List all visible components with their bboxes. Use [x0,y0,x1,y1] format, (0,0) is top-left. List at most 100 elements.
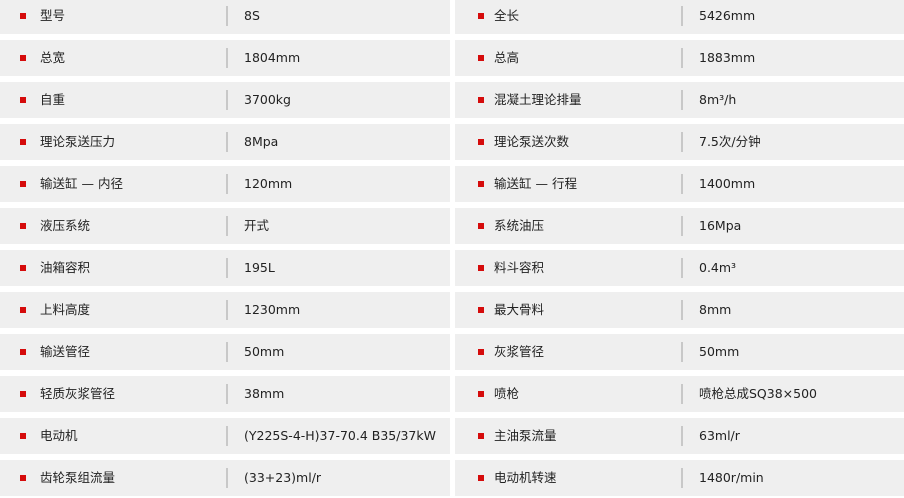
spec-label: 型号 [40,8,66,23]
table-row: 输送管径 50mm 灰浆管径 50mm [0,334,904,370]
square-bullet-icon [20,223,26,229]
spec-cell: 轻质灰浆管径 38mm [0,376,450,412]
spec-cell: 理论泵送压力 8Mpa [0,124,450,160]
divider [226,426,228,446]
square-bullet-icon [478,181,484,187]
divider [681,426,683,446]
spec-cell: 总高 1883mm [455,40,904,76]
spec-label: 输送缸 — 行程 [494,176,577,191]
spec-label: 油箱容积 [40,260,91,275]
square-bullet-icon [20,181,26,187]
spec-label: 电动机 [40,428,78,443]
spec-label: 输送缸 — 内径 [40,176,123,191]
spec-value: (33+23)ml/r [244,470,322,485]
spec-cell: 喷枪 喷枪总成SQ38×500 [455,376,904,412]
square-bullet-icon [20,433,26,439]
divider [681,384,683,404]
spec-label: 理论泵送压力 [40,134,116,149]
spec-cell: 混凝土理论排量 8m³/h [455,82,904,118]
square-bullet-icon [478,55,484,61]
spec-label: 灰浆管径 [494,344,545,359]
square-bullet-icon [478,433,484,439]
square-bullet-icon [20,307,26,313]
spec-cell: 油箱容积 195L [0,250,450,286]
divider [226,174,228,194]
square-bullet-icon [478,139,484,145]
square-bullet-icon [478,475,484,481]
spec-value: 1230mm [244,302,301,317]
spec-cell: 型号 8S [0,0,450,34]
spec-value: 50mm [699,344,740,359]
square-bullet-icon [20,265,26,271]
table-row: 液压系统 开式 系统油压 16Mpa [0,208,904,244]
table-row: 电动机 (Y225S-4-H)37-70.4 B35/37kW 主油泵流量 63ml/… [0,418,904,454]
square-bullet-icon [478,391,484,397]
spec-value: 5426mm [699,8,756,23]
square-bullet-icon [20,391,26,397]
square-bullet-icon [478,307,484,313]
divider [226,132,228,152]
spec-cell: 输送管径 50mm [0,334,450,370]
spec-value: 1400mm [699,176,756,191]
divider [226,468,228,488]
spec-value: 1804mm [244,50,301,65]
square-bullet-icon [478,265,484,271]
table-row: 输送缸 — 内径 120mm 输送缸 — 行程 1400mm [0,166,904,202]
spec-label: 液压系统 [40,218,91,233]
spec-value: 120mm [244,176,293,191]
square-bullet-icon [478,97,484,103]
spec-cell: 料斗容积 0.4m³ [455,250,904,286]
spec-label: 最大骨料 [494,302,545,317]
spec-cell: 自重 3700kg [0,82,450,118]
divider [226,384,228,404]
table-row: 理论泵送压力 8Mpa 理论泵送次数 7.5次/分钟 [0,124,904,160]
square-bullet-icon [20,349,26,355]
divider [226,6,228,26]
divider [226,90,228,110]
divider [226,216,228,236]
spec-label: 系统油压 [494,218,545,233]
table-row: 上料高度 1230mm 最大骨料 8mm [0,292,904,328]
spec-label: 料斗容积 [494,260,545,275]
spec-cell: 主油泵流量 63ml/r [455,418,904,454]
divider [681,174,683,194]
spec-value: 1883mm [699,50,756,65]
spec-value: 0.4m³ [699,260,737,275]
table-row: 齿轮泵组流量 (33+23)ml/r 电动机转速 1480r/min [0,460,904,496]
square-bullet-icon [20,13,26,19]
spec-cell: 输送缸 — 内径 120mm [0,166,450,202]
divider [681,90,683,110]
spec-value: 63ml/r [699,428,740,443]
spec-value: 16Mpa [699,218,742,233]
spec-label: 总宽 [40,50,66,65]
spec-value: 1480r/min [699,470,764,485]
square-bullet-icon [20,55,26,61]
spec-cell: 液压系统 开式 [0,208,450,244]
spec-cell: 输送缸 — 行程 1400mm [455,166,904,202]
spec-label: 全长 [494,8,520,23]
spec-value: 38mm [244,386,285,401]
divider [681,342,683,362]
spec-cell: 灰浆管径 50mm [455,334,904,370]
spec-label: 输送管径 [40,344,91,359]
spec-label: 齿轮泵组流量 [40,470,116,485]
spec-cell: 系统油压 16Mpa [455,208,904,244]
divider [681,132,683,152]
table-row: 总宽 1804mm 总高 1883mm [0,40,904,76]
spec-cell: 齿轮泵组流量 (33+23)ml/r [0,460,450,496]
spec-label: 主油泵流量 [494,428,557,443]
spec-value: 8Mpa [244,134,279,149]
table-row: 型号 8S 全长 5426mm [0,0,904,34]
spec-value: 195L [244,260,275,275]
spec-label: 混凝土理论排量 [494,92,582,107]
divider [681,300,683,320]
spec-label: 上料高度 [40,302,91,317]
spec-value: 开式 [244,218,270,233]
spec-label: 理论泵送次数 [494,134,570,149]
spec-label: 轻质灰浆管径 [40,386,116,401]
divider [226,258,228,278]
spec-value: (Y225S-4-H)37-70.4 B35/37kW [244,428,436,443]
spec-label: 电动机转速 [494,470,557,485]
spec-cell: 最大骨料 8mm [455,292,904,328]
